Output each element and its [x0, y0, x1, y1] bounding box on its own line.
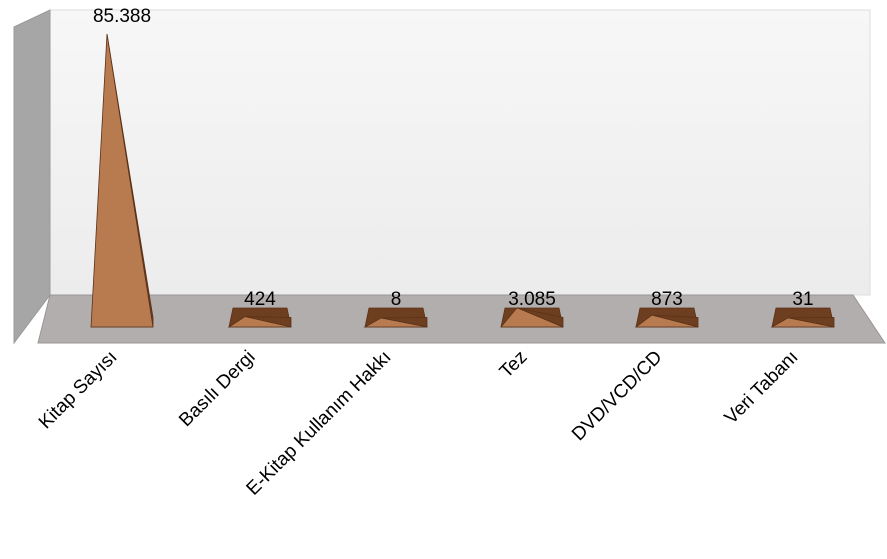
bar-2 [229, 308, 291, 327]
category-label: Basılı Dergi [175, 347, 259, 431]
category-label: DVD/VCD/CD [568, 347, 666, 445]
data-label: 3.085 [508, 289, 556, 310]
data-label: 424 [244, 289, 276, 310]
bar-6 [772, 308, 834, 327]
category-label: E-Kitap Kullanım Hakkı [243, 347, 396, 500]
floor [38, 295, 885, 343]
bar-4 [501, 308, 563, 327]
data-label: 8 [391, 289, 402, 310]
back-wall [50, 10, 870, 295]
bar-5 [636, 308, 698, 327]
bar-3 [365, 308, 427, 327]
category-label: Tez [496, 347, 532, 383]
category-label: Veri Tabanı [721, 347, 803, 429]
data-label: 85.388 [93, 6, 151, 27]
data-label: 873 [651, 289, 683, 310]
data-label: 31 [792, 289, 813, 310]
side-wall [14, 10, 50, 343]
category-label: Kitap Sayısı [35, 347, 122, 434]
